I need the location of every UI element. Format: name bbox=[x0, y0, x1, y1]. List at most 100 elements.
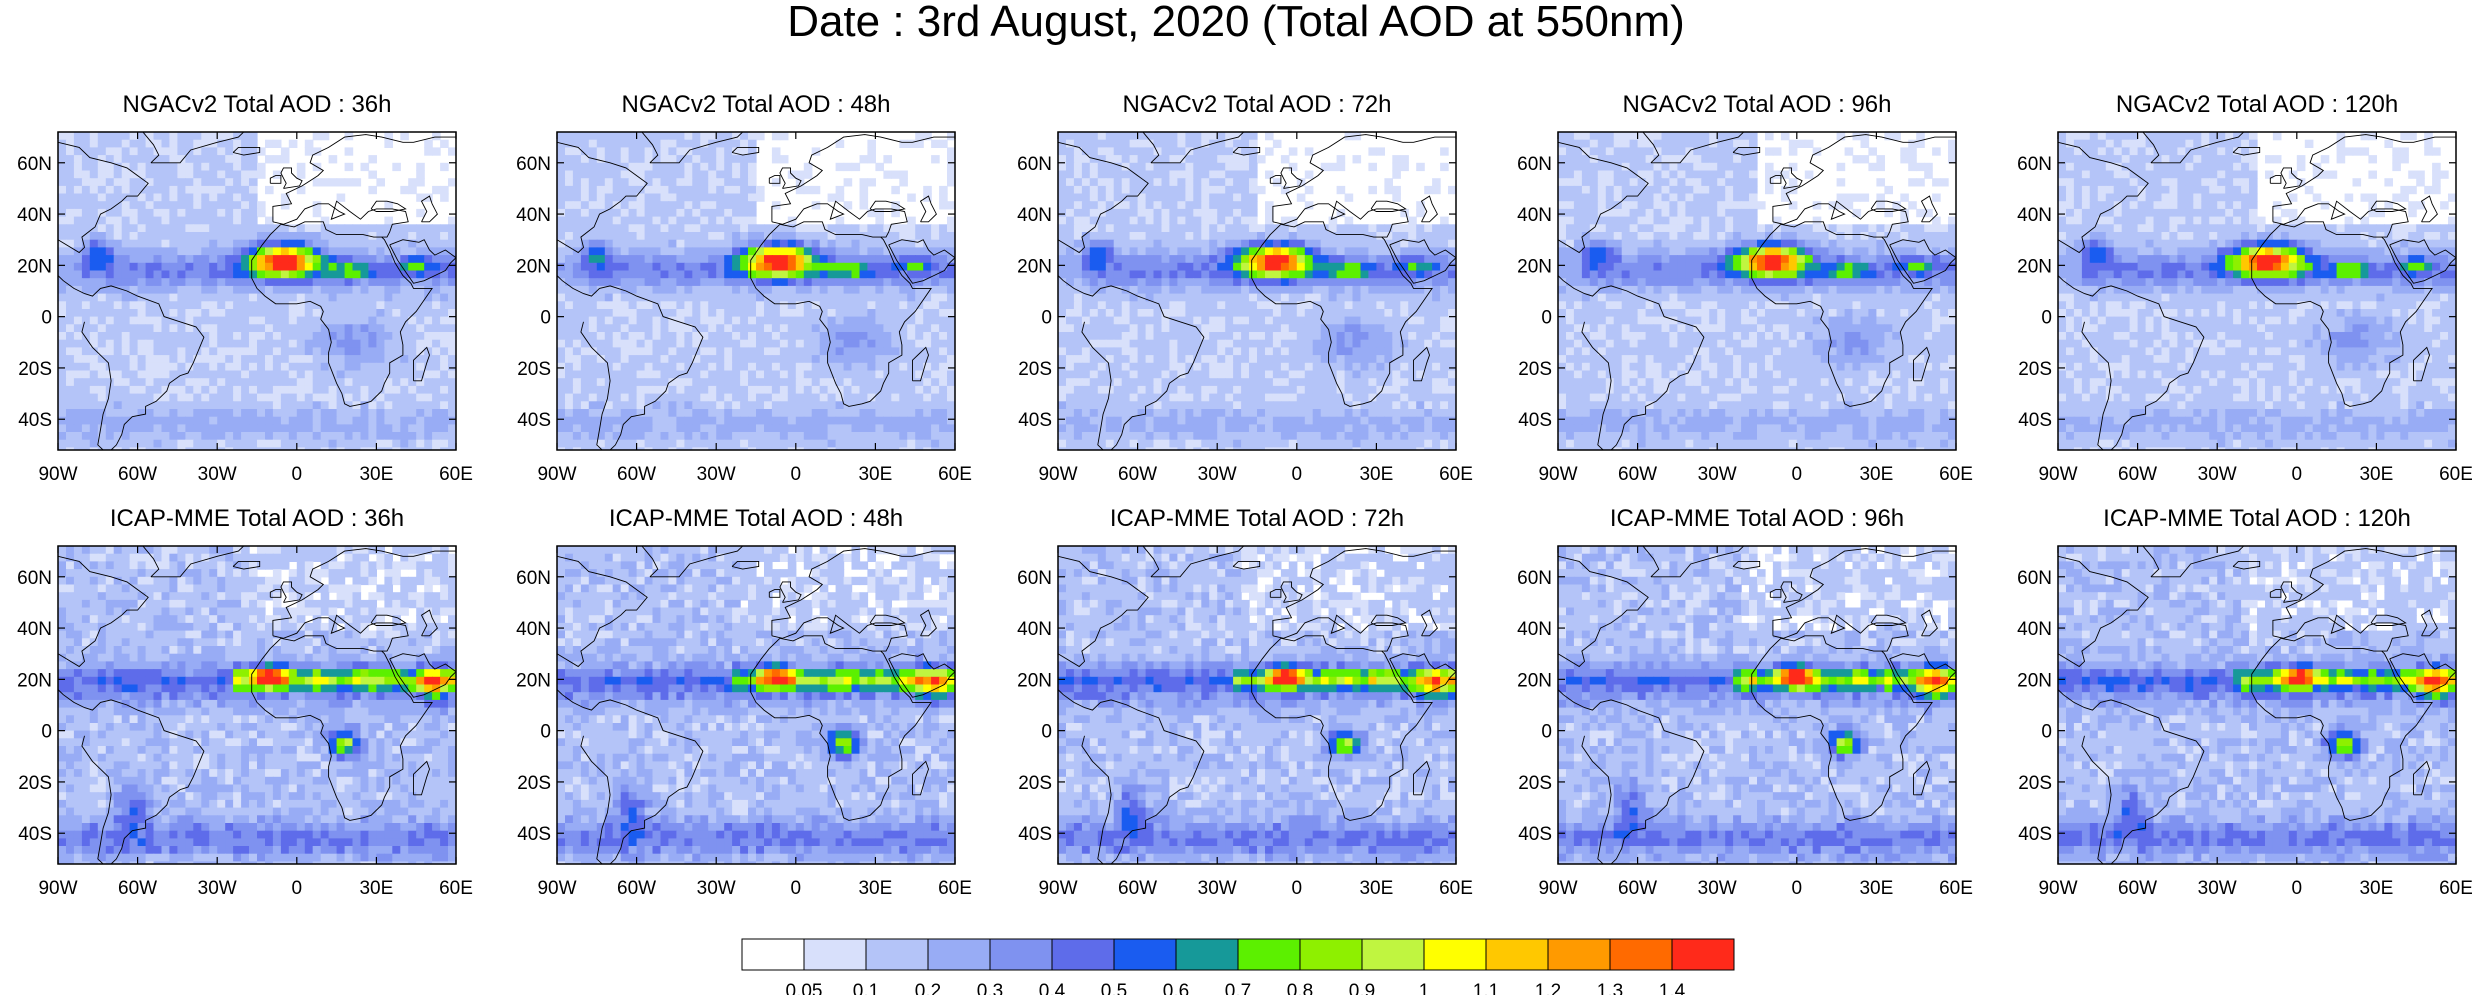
panel-title: NGACv2 Total AOD : 48h bbox=[526, 92, 986, 118]
lon-tick-label: 90W bbox=[537, 464, 576, 485]
lon-tick-label: 30W bbox=[2198, 878, 2237, 899]
colorbar-label: 1 bbox=[1419, 981, 1430, 995]
lat-tick-label: 20S bbox=[1518, 773, 1552, 794]
lat-tick-label: 20S bbox=[517, 359, 551, 380]
lon-tick-label: 30E bbox=[858, 878, 892, 899]
lat-tick-label: 40N bbox=[2017, 619, 2052, 640]
lon-tick-label: 60W bbox=[1118, 878, 1157, 899]
coastlines bbox=[557, 132, 955, 450]
lon-tick-label: 60E bbox=[1439, 464, 1473, 485]
map-panel: 90W 60W 30W 0 30E 60E 60N 40N 20N 0 20S 40S bbox=[516, 545, 972, 899]
coastlines bbox=[2058, 546, 2456, 864]
lon-tick-label: 60W bbox=[2118, 464, 2157, 485]
lat-tick-label: 40S bbox=[517, 824, 551, 845]
aod-field bbox=[2058, 546, 2456, 864]
lon-tick-label: 0 bbox=[1292, 878, 1303, 899]
lon-tick-label: 60E bbox=[938, 878, 972, 899]
lat-tick-label: 40N bbox=[17, 619, 52, 640]
lat-tick-label: 20S bbox=[1018, 773, 1052, 794]
lon-tick-label: 90W bbox=[38, 464, 77, 485]
lat-tick-label: 20S bbox=[1018, 359, 1052, 380]
lat-tick-label: 20S bbox=[2018, 773, 2052, 794]
lat-tick-label: 60N bbox=[516, 568, 551, 589]
lon-tick-label: 30W bbox=[198, 878, 237, 899]
map-frame bbox=[1057, 545, 1457, 865]
lon-tick-label: 60E bbox=[2439, 464, 2472, 485]
lon-tick-label: 30E bbox=[858, 464, 892, 485]
panel-title: ICAP-MME Total AOD : 96h bbox=[1527, 506, 1987, 532]
aod-field bbox=[1558, 546, 1956, 864]
colorbar-label: 0.05 bbox=[786, 981, 823, 995]
map-panel: 90W 60W 30W 0 30E 60E 60N 40N 20N 0 20S 40S bbox=[17, 545, 473, 899]
lon-tick-label: 0 bbox=[2292, 878, 2303, 899]
colorbar-swatch bbox=[1423, 938, 1487, 971]
lat-tick-label: 20N bbox=[2017, 256, 2052, 277]
lat-tick-label: 40S bbox=[18, 824, 52, 845]
lon-tick-label: 30W bbox=[2198, 464, 2237, 485]
lon-tick-label: 60W bbox=[118, 878, 157, 899]
colorbar-label: 0.5 bbox=[1101, 981, 1127, 995]
map-panel: 90W 60W 30W 0 30E 60E 60N 40N 20N 0 20S 40S bbox=[1517, 131, 1973, 485]
lon-tick-label: 60W bbox=[617, 464, 656, 485]
lat-tick-label: 60N bbox=[1517, 154, 1552, 175]
colorbar-swatch bbox=[1237, 938, 1301, 971]
colorbar-swatch bbox=[1175, 938, 1239, 971]
map-panel: 90W 60W 30W 0 30E 60E 60N 40N 20N 0 20S 40S bbox=[2017, 131, 2472, 485]
lat-tick-label: 20N bbox=[516, 670, 551, 691]
lon-tick-label: 90W bbox=[38, 878, 77, 899]
map-frame bbox=[1557, 545, 1957, 865]
lat-tick-label: 40N bbox=[1017, 619, 1052, 640]
lon-tick-label: 60E bbox=[1439, 878, 1473, 899]
coastlines bbox=[1058, 132, 1456, 450]
colorbar-swatch bbox=[1485, 938, 1549, 971]
colorbar-swatch bbox=[1299, 938, 1363, 971]
lon-tick-label: 30E bbox=[1359, 878, 1393, 899]
colorbar-label: 1.1 bbox=[1473, 981, 1499, 995]
lon-tick-label: 0 bbox=[292, 464, 303, 485]
panel-title: NGACv2 Total AOD : 96h bbox=[1527, 92, 1987, 118]
lon-tick-label: 0 bbox=[791, 464, 802, 485]
aod-field bbox=[1058, 132, 1456, 450]
colorbar-swatch bbox=[1113, 938, 1177, 971]
lat-tick-label: 20N bbox=[17, 256, 52, 277]
lat-tick-label: 20N bbox=[1517, 256, 1552, 277]
map-frame bbox=[556, 131, 956, 451]
coastlines bbox=[1058, 546, 1456, 864]
lat-tick-label: 40S bbox=[1018, 824, 1052, 845]
lat-tick-label: 40N bbox=[1517, 205, 1552, 226]
colorbar-label: 0.3 bbox=[977, 981, 1003, 995]
lon-tick-label: 30E bbox=[359, 878, 393, 899]
lat-tick-label: 20S bbox=[517, 773, 551, 794]
lat-tick-label: 20N bbox=[1017, 670, 1052, 691]
lat-tick-label: 20S bbox=[18, 359, 52, 380]
aod-field bbox=[58, 132, 456, 450]
colorbar-swatch bbox=[989, 938, 1053, 971]
lon-tick-label: 30W bbox=[1198, 464, 1237, 485]
aod-field bbox=[557, 132, 955, 450]
lat-tick-label: 20S bbox=[18, 773, 52, 794]
lat-tick-label: 60N bbox=[17, 154, 52, 175]
coastlines bbox=[1558, 132, 1956, 450]
lon-tick-label: 60W bbox=[118, 464, 157, 485]
map-panel: 90W 60W 30W 0 30E 60E 60N 40N 20N 0 20S 40S bbox=[1017, 545, 1473, 899]
lat-tick-label: 60N bbox=[17, 568, 52, 589]
lon-tick-label: 60E bbox=[1939, 464, 1973, 485]
panel-title: NGACv2 Total AOD : 120h bbox=[2027, 92, 2472, 118]
panel-title: NGACv2 Total AOD : 36h bbox=[27, 92, 487, 118]
lat-tick-label: 60N bbox=[1017, 154, 1052, 175]
lon-tick-label: 60W bbox=[1618, 878, 1657, 899]
lat-tick-label: 40S bbox=[1518, 410, 1552, 431]
panel-title: ICAP-MME Total AOD : 120h bbox=[2027, 506, 2472, 532]
lon-tick-label: 60W bbox=[1618, 464, 1657, 485]
lon-tick-label: 30W bbox=[198, 464, 237, 485]
lat-tick-label: 40N bbox=[1017, 205, 1052, 226]
colorbar-swatch bbox=[1609, 938, 1673, 971]
lat-tick-label: 20S bbox=[1518, 359, 1552, 380]
colorbar-label: 0.7 bbox=[1225, 981, 1251, 995]
lat-tick-label: 40N bbox=[1517, 619, 1552, 640]
lon-tick-label: 90W bbox=[1038, 464, 1077, 485]
panel-title: ICAP-MME Total AOD : 48h bbox=[526, 506, 986, 532]
lon-tick-label: 0 bbox=[2292, 464, 2303, 485]
lat-tick-label: 40N bbox=[516, 619, 551, 640]
